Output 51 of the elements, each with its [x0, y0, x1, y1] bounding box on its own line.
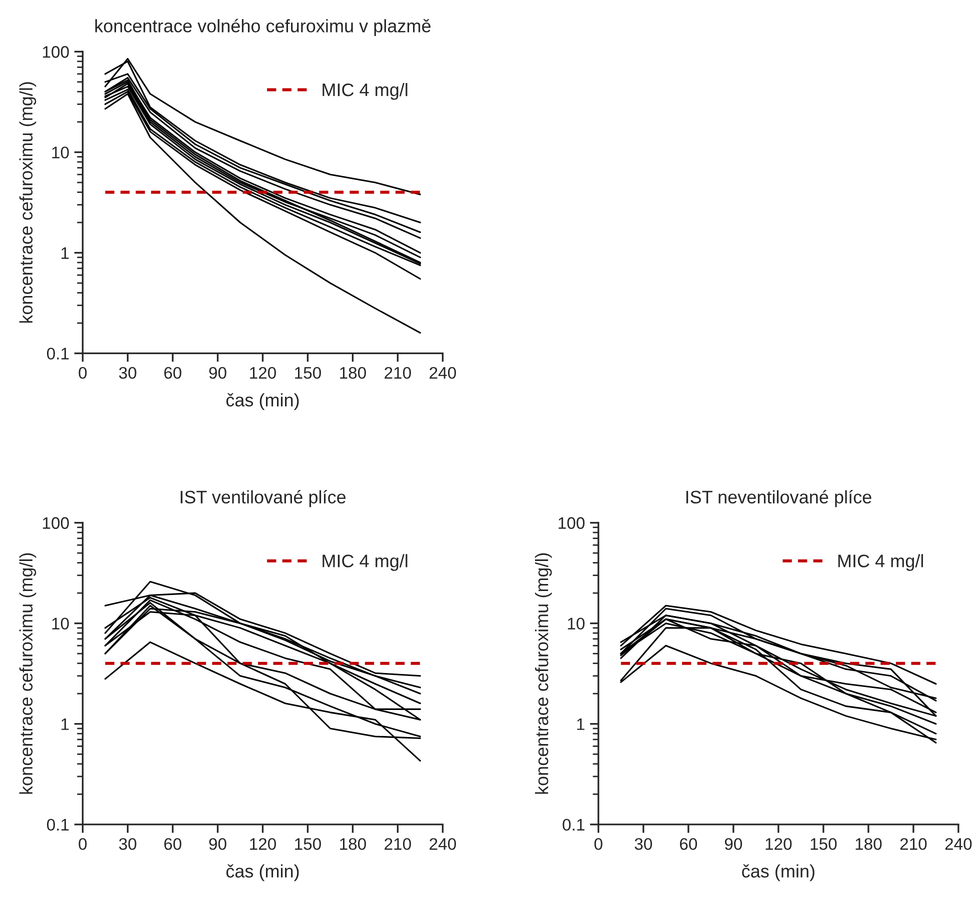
x-tick-label: 180	[340, 838, 366, 850]
y-tick-label: 100	[558, 517, 585, 529]
chart-title: koncentrace volného cefuroximu v plazmě	[95, 18, 431, 36]
y-tick-label: 0.1	[562, 818, 584, 831]
y-tick-label: 0.1	[46, 348, 69, 360]
y-tick-label: 1	[62, 718, 69, 730]
y-tick-label: 10	[52, 146, 69, 158]
x-tick-label: 150	[810, 838, 837, 850]
legend-label: MIC 4 mg/l	[322, 82, 408, 100]
x-axis-title: čas (min)	[742, 864, 814, 882]
x-axis-title: čas (min)	[226, 393, 299, 410]
x-tick-label: 90	[724, 838, 742, 850]
y-tick-label: 1	[577, 718, 584, 730]
y-tick-label: 0.1	[46, 818, 69, 831]
x-tick-label: 240	[945, 838, 972, 850]
x-tick-label: 180	[856, 838, 882, 850]
x-tick-label: 90	[209, 366, 226, 379]
x-tick-label: 90	[209, 838, 226, 850]
y-tick-label: 10	[568, 618, 585, 630]
chart-title: IST neventilované plíce	[686, 490, 872, 508]
x-tick-label: 150	[295, 838, 321, 850]
x-tick-label: 180	[340, 366, 366, 379]
x-tick-label: 120	[250, 366, 276, 379]
legend-label: MIC 4 mg/l	[322, 554, 408, 571]
x-tick-label: 210	[384, 366, 411, 379]
y-tick-label: 10	[52, 618, 69, 630]
x-tick-label: 120	[766, 838, 792, 850]
chart-title: IST ventilované plíce	[180, 490, 346, 508]
x-axis-title: čas (min)	[226, 864, 299, 882]
x-tick-label: 210	[900, 838, 927, 850]
x-tick-label: 0	[78, 838, 87, 850]
legend-label: MIC 4 mg/l	[838, 554, 923, 571]
y-axis-title: koncentrace cefuroximu (mg/l)	[19, 82, 36, 323]
x-tick-label: 0	[594, 838, 602, 850]
y-axis-title: koncentrace cefuroximu (mg/l)	[19, 553, 36, 794]
y-axis-title: koncentrace cefuroximu (mg/l)	[535, 553, 552, 794]
x-tick-label: 30	[634, 838, 652, 850]
x-tick-label: 150	[295, 366, 321, 379]
y-tick-label: 100	[42, 46, 69, 58]
y-tick-label: 100	[42, 517, 69, 529]
x-tick-label: 240	[430, 366, 456, 379]
x-tick-label: 30	[119, 838, 136, 850]
x-tick-label: 0	[78, 366, 87, 379]
x-tick-label: 60	[164, 366, 182, 379]
x-tick-label: 60	[680, 838, 698, 850]
x-tick-label: 30	[119, 366, 136, 379]
x-tick-label: 240	[430, 838, 456, 850]
x-tick-label: 120	[250, 838, 276, 850]
x-tick-label: 210	[384, 838, 411, 850]
x-tick-label: 60	[164, 838, 182, 850]
y-tick-label: 1	[62, 247, 69, 259]
